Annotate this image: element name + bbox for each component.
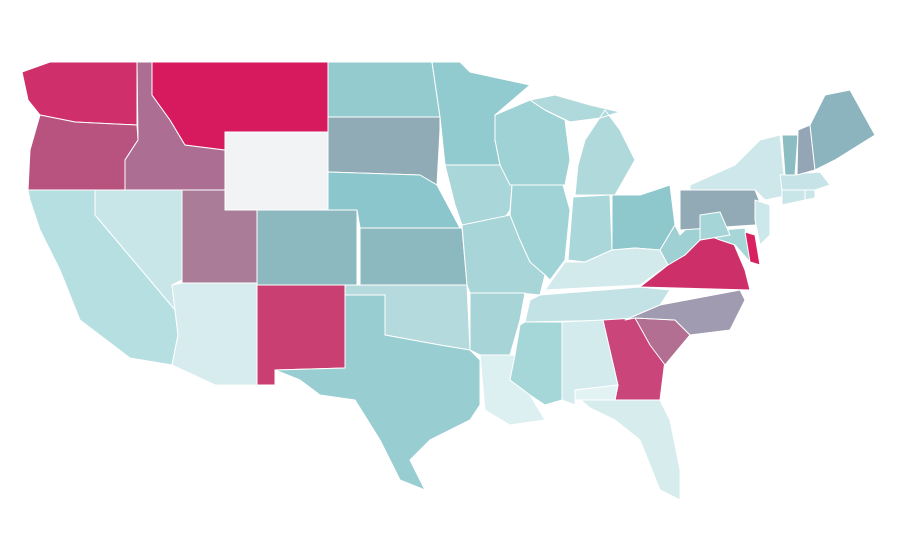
state [529,94,636,196]
state [744,231,761,266]
state [256,209,358,286]
state [574,384,619,401]
state [699,211,731,241]
state [809,89,876,171]
state [224,131,329,211]
state [509,184,571,281]
state [567,194,613,263]
state [754,199,771,246]
state [781,134,799,176]
state [27,114,139,191]
state [274,294,481,491]
state [359,227,468,286]
state [624,289,746,336]
state [27,189,179,366]
state [327,61,441,118]
state [171,282,258,386]
state [779,171,831,191]
